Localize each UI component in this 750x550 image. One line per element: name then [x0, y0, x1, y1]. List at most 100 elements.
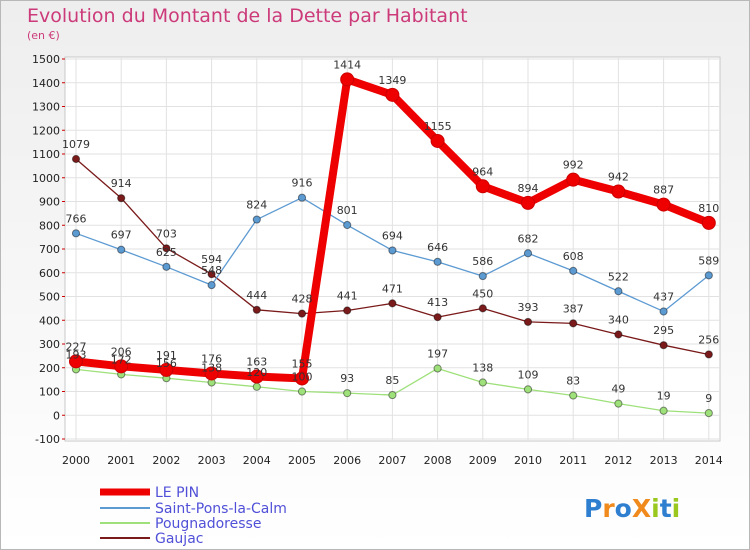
data-label-le-pin: 1155: [424, 120, 452, 133]
y-axis-ticks: -100 0 100 200 300 400 500 600 700 800 900 1000 1100…: [32, 53, 65, 446]
point-saint-pons-la-calm: [704, 271, 713, 280]
data-label-saint-pons-la-calm: 824: [246, 199, 267, 212]
point-saint-pons-la-calm: [343, 220, 352, 230]
point-pougnadoresse: [478, 378, 487, 387]
data-label-gaujac: 256: [698, 333, 719, 346]
data-label-gaujac: 428: [292, 293, 313, 306]
data-label-pougnadoresse: 156: [156, 357, 177, 370]
point-le-pin: [475, 179, 490, 194]
y-tick-label: 1200: [32, 124, 60, 137]
data-label-pougnadoresse: 85: [385, 374, 399, 387]
point-gaujac: [523, 317, 533, 327]
x-tick-label: 2005: [288, 454, 316, 467]
data-label-pougnadoresse: 93: [340, 372, 354, 385]
data-label-saint-pons-la-calm: 548: [201, 264, 222, 277]
data-label-le-pin: 992: [563, 159, 584, 172]
data-label-gaujac: 450: [472, 287, 493, 300]
point-pougnadoresse: [659, 406, 668, 415]
y-tick-label: 800: [39, 219, 60, 232]
data-label-pougnadoresse: 109: [518, 368, 539, 381]
data-label-pougnadoresse: 49: [611, 383, 625, 396]
point-gaujac: [71, 154, 81, 164]
point-pougnadoresse: [252, 382, 261, 391]
data-label-saint-pons-la-calm: 697: [111, 229, 132, 242]
point-pougnadoresse: [388, 390, 397, 400]
x-tick-label: 2004: [243, 454, 271, 467]
point-pougnadoresse: [523, 385, 533, 394]
point-pougnadoresse: [569, 391, 578, 400]
point-gaujac: [343, 306, 352, 315]
data-label-le-pin: 163: [246, 356, 267, 369]
data-label-gaujac: 703: [156, 227, 177, 240]
data-label-saint-pons-la-calm: 682: [518, 232, 539, 245]
y-tick-label: -100: [35, 433, 60, 446]
data-label-le-pin: 1349: [378, 74, 406, 87]
series-layer: [69, 72, 716, 418]
x-axis-ticks: 2000 2001 2002 2003 2004 2005 2006 2007 2008 2009…: [62, 454, 723, 467]
chart-title: Evolution du Montant de la Dette par Hab…: [27, 5, 468, 27]
legend-item-gaujac: Gaujac: [155, 531, 203, 547]
point-gaujac: [388, 299, 397, 308]
point-saint-pons-la-calm: [614, 287, 623, 296]
data-label-pougnadoresse: 138: [201, 361, 222, 374]
point-le-pin: [204, 366, 219, 381]
data-label-gaujac: 594: [201, 253, 222, 266]
proxiti-logo: ProXiti: [584, 494, 680, 523]
data-label-le-pin: 810: [698, 202, 719, 215]
point-pougnadoresse: [704, 409, 713, 418]
point-le-pin: [69, 354, 83, 369]
point-saint-pons-la-calm: [71, 229, 81, 238]
point-gaujac: [297, 309, 307, 318]
y-tick-label: 1400: [32, 77, 60, 90]
point-saint-pons-la-calm: [433, 257, 442, 266]
point-saint-pons-la-calm: [569, 266, 578, 275]
data-label-gaujac: 393: [518, 301, 539, 314]
x-tick-label: 2001: [107, 454, 135, 467]
data-label-pougnadoresse: 100: [292, 371, 313, 384]
data-label-gaujac: 295: [653, 324, 674, 337]
point-le-pin: [611, 184, 626, 199]
x-tick-label: 2002: [152, 454, 180, 467]
data-label-pougnadoresse: 172: [111, 353, 132, 366]
data-label-gaujac: 340: [608, 314, 629, 327]
point-gaujac: [433, 313, 442, 322]
data-label-saint-pons-la-calm: 801: [337, 204, 358, 217]
y-tick-label: 1100: [32, 148, 60, 161]
x-tick-label: 2011: [559, 454, 587, 467]
data-label-saint-pons-la-calm: 522: [608, 270, 629, 283]
legend: LE PIN Saint-Pons-la-Calm Pougnadoresse …: [100, 485, 287, 547]
point-saint-pons-la-calm: [207, 281, 216, 290]
data-label-pougnadoresse: 9: [705, 392, 712, 405]
point-saint-pons-la-calm: [523, 249, 533, 258]
point-gaujac: [659, 341, 668, 350]
data-label-gaujac: 413: [427, 296, 448, 309]
data-label-saint-pons-la-calm: 589: [698, 254, 719, 267]
data-label-saint-pons-la-calm: 586: [472, 255, 493, 268]
point-saint-pons-la-calm: [162, 262, 171, 271]
x-tick-label: 2009: [469, 454, 497, 467]
y-tick-label: 700: [39, 243, 60, 256]
data-label-le-pin: 206: [111, 345, 132, 358]
logo-letter: t: [660, 494, 672, 523]
data-label-le-pin: 1414: [333, 58, 361, 71]
point-saint-pons-la-calm: [388, 246, 397, 255]
logo-letter: i: [651, 494, 660, 523]
data-label-pougnadoresse: 193: [66, 348, 87, 361]
legend-item-saint-pons: Saint-Pons-la-Calm: [155, 501, 287, 517]
point-pougnadoresse: [614, 399, 623, 408]
data-label-gaujac: 387: [563, 302, 584, 315]
point-gaujac: [478, 304, 487, 313]
point-gaujac: [252, 305, 261, 314]
point-le-pin: [521, 195, 535, 210]
data-label-saint-pons-la-calm: 916: [292, 177, 313, 190]
y-tick-label: 400: [39, 314, 60, 327]
data-label-pougnadoresse: 83: [566, 375, 580, 388]
data-label-saint-pons-la-calm: 625: [156, 246, 177, 259]
chart-subtitle: (en €): [27, 29, 60, 42]
data-label-saint-pons-la-calm: 608: [563, 250, 584, 263]
data-label-gaujac: 471: [382, 282, 403, 295]
point-le-pin: [430, 133, 445, 148]
x-tick-label: 2012: [604, 454, 632, 467]
y-tick-label: 300: [39, 338, 60, 351]
point-pougnadoresse: [343, 389, 352, 398]
